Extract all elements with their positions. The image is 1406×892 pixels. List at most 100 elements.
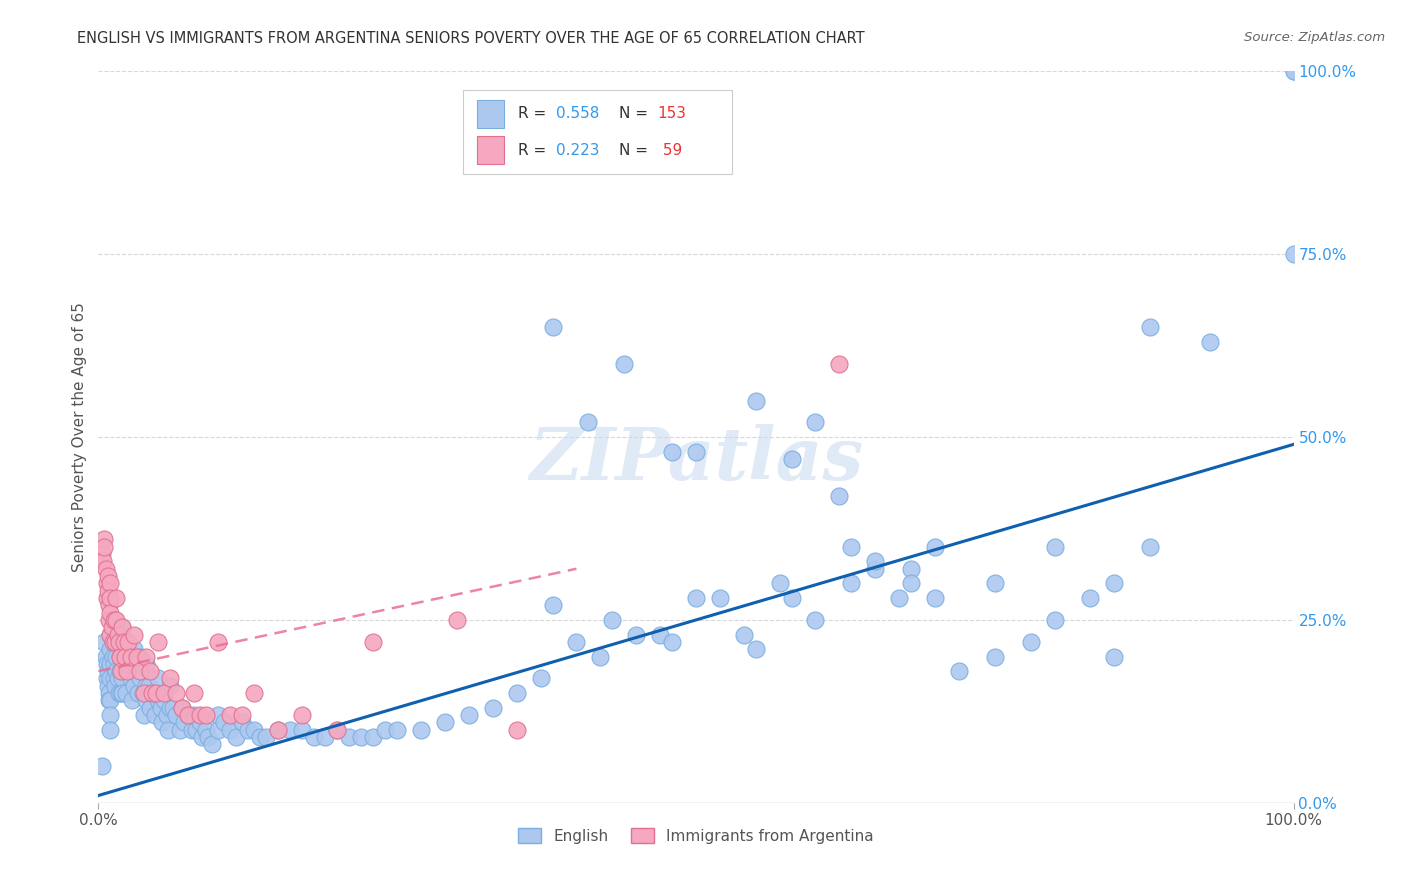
Point xyxy=(661,444,683,458)
Point xyxy=(93,533,115,547)
Point xyxy=(578,416,600,430)
Point xyxy=(188,715,211,730)
Point xyxy=(162,700,184,714)
Point xyxy=(326,723,349,737)
Point xyxy=(97,583,120,598)
Point xyxy=(889,591,911,605)
Point xyxy=(120,649,142,664)
Point xyxy=(745,393,768,408)
Point xyxy=(132,708,155,723)
Point xyxy=(180,723,202,737)
Point xyxy=(249,730,271,744)
Text: N =: N = xyxy=(620,143,654,158)
Point xyxy=(143,708,166,723)
Point xyxy=(117,642,139,657)
Point xyxy=(709,591,731,605)
Point xyxy=(841,576,863,591)
Point xyxy=(98,613,121,627)
Point xyxy=(148,635,170,649)
Point xyxy=(159,700,181,714)
Point xyxy=(804,613,827,627)
Point xyxy=(828,357,851,371)
Point xyxy=(159,679,181,693)
Point xyxy=(1139,540,1161,554)
Point xyxy=(385,723,409,737)
Point xyxy=(841,540,863,554)
Point xyxy=(105,664,128,678)
Point xyxy=(132,686,155,700)
Point xyxy=(98,627,122,641)
Point xyxy=(626,627,648,641)
Point xyxy=(135,649,157,664)
Point xyxy=(111,620,134,634)
Point xyxy=(98,723,122,737)
Point xyxy=(96,657,118,671)
Point xyxy=(145,686,167,700)
Point xyxy=(267,723,290,737)
Point xyxy=(138,679,160,693)
Point xyxy=(231,715,253,730)
Point xyxy=(98,657,122,671)
Text: 59: 59 xyxy=(658,143,682,158)
Point xyxy=(506,686,529,700)
Point xyxy=(153,693,176,707)
Point xyxy=(153,686,176,700)
Point xyxy=(124,679,146,693)
Point xyxy=(1282,247,1305,261)
Point xyxy=(91,547,114,561)
Point xyxy=(96,672,118,686)
Point xyxy=(1282,64,1305,78)
Point xyxy=(219,723,242,737)
Point xyxy=(91,759,114,773)
Point xyxy=(188,708,211,723)
Point xyxy=(117,664,139,678)
Point xyxy=(105,591,128,605)
Point xyxy=(177,708,200,723)
Point xyxy=(107,635,129,649)
Point xyxy=(804,416,827,430)
Point xyxy=(924,591,946,605)
Point xyxy=(434,715,457,730)
Point xyxy=(169,723,191,737)
Point xyxy=(186,723,208,737)
Point xyxy=(100,620,122,634)
Point xyxy=(733,627,755,641)
Point xyxy=(865,554,887,568)
Point xyxy=(98,627,122,641)
Text: 153: 153 xyxy=(658,106,686,121)
Point xyxy=(135,657,157,671)
Point xyxy=(589,649,612,664)
Point xyxy=(98,606,122,620)
Point xyxy=(91,554,114,568)
Point xyxy=(212,715,235,730)
Point xyxy=(183,686,205,700)
Point xyxy=(565,635,588,649)
Point xyxy=(108,649,131,664)
Point xyxy=(124,627,146,641)
Point xyxy=(120,672,142,686)
Point xyxy=(98,686,121,700)
Point xyxy=(339,730,361,744)
Point xyxy=(530,672,553,686)
Point xyxy=(1104,576,1126,591)
Point xyxy=(115,686,138,700)
Point xyxy=(111,672,134,686)
Point xyxy=(291,723,314,737)
Point xyxy=(254,730,277,744)
Point xyxy=(125,649,148,664)
Point xyxy=(111,686,134,700)
Point xyxy=(207,708,229,723)
Point xyxy=(195,708,218,723)
Point xyxy=(1282,64,1305,78)
Point xyxy=(1104,649,1126,664)
Point xyxy=(141,686,163,700)
Point xyxy=(149,700,172,714)
Point xyxy=(172,700,194,714)
Point xyxy=(201,737,224,751)
FancyBboxPatch shape xyxy=(463,90,733,174)
Text: ZIPatlas: ZIPatlas xyxy=(529,424,863,494)
Point xyxy=(105,649,128,664)
Point xyxy=(108,664,131,678)
Point xyxy=(111,649,134,664)
Point xyxy=(243,723,266,737)
